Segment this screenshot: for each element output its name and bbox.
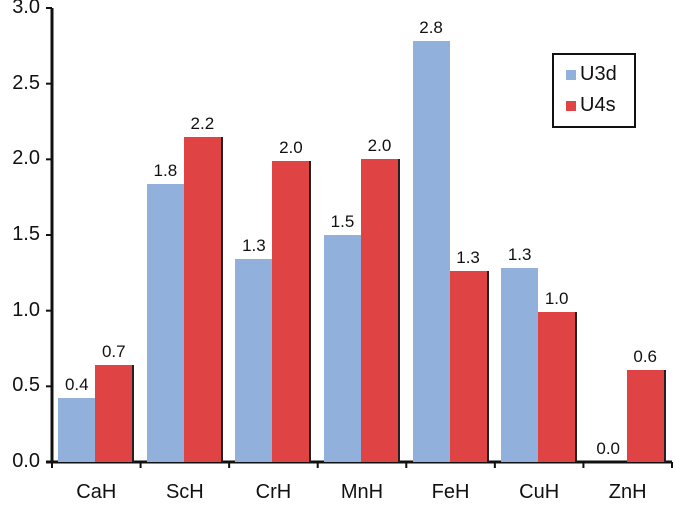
bar-u4s-cah: [95, 365, 133, 462]
legend-item-u4s: U4s: [566, 94, 616, 117]
bar-u3d-mnh: [324, 235, 361, 462]
x-category-label: ScH: [165, 481, 204, 503]
x-category-label: FeH: [431, 481, 470, 503]
bar-u4s-crh: [272, 160, 310, 462]
y-tick-label: 1.5: [12, 223, 40, 245]
bar-u4s-mnh: [361, 159, 398, 462]
value-label: 0.7: [101, 342, 126, 362]
value-label: 0.0: [596, 439, 621, 458]
y-tick-label: 1.0: [12, 298, 40, 321]
legend-label-u3d: U3d: [580, 63, 617, 85]
bar-u3d-sch: [146, 183, 184, 462]
value-label: 2.8: [419, 18, 443, 38]
legend: U3d U4s: [552, 53, 636, 128]
bar-u3d-cah: [58, 398, 96, 462]
value-label: 1.3: [242, 236, 266, 256]
bar-u3d-cuh: [501, 268, 539, 462]
y-tick-label: 0.5: [12, 374, 40, 397]
bar-u3d-feh: [412, 41, 450, 462]
y-tick-label: 2.0: [12, 147, 40, 170]
legend-item-u3d: U3d: [566, 63, 617, 86]
value-label: 0.6: [633, 346, 658, 366]
value-label: 1.0: [544, 289, 569, 309]
value-label: 2.0: [367, 136, 392, 156]
bar-u4s-feh: [449, 271, 487, 462]
value-label: 1.8: [153, 160, 178, 180]
value-label: 2.0: [279, 137, 303, 157]
y-tick-label: 0.0: [12, 450, 40, 472]
legend-label-u4s: U4s: [580, 94, 616, 116]
value-label: 0.4: [64, 375, 89, 395]
x-category-label: MnH: [340, 481, 384, 503]
bar-u4s-sch: [183, 136, 221, 462]
x-category-label: ZnH: [608, 481, 647, 503]
y-tick-label: 2.5: [12, 71, 40, 94]
bar-u4s-znh: [626, 369, 664, 462]
legend-swatch-u3d: [566, 69, 576, 80]
value-label: 1.5: [330, 212, 355, 231]
y-tick-label: 3.0: [12, 0, 40, 18]
value-label: 2.2: [190, 113, 215, 133]
bar-u3d-crh: [235, 259, 273, 462]
value-label: 1.3: [507, 245, 532, 265]
bar-u4s-cuh: [538, 312, 576, 462]
legend-swatch-u4s: [566, 100, 576, 111]
x-category-label: CuH: [519, 481, 560, 503]
value-label: 1.3: [456, 248, 480, 268]
x-category-label: CaH: [76, 481, 117, 503]
x-category-label: CrH: [255, 481, 292, 503]
